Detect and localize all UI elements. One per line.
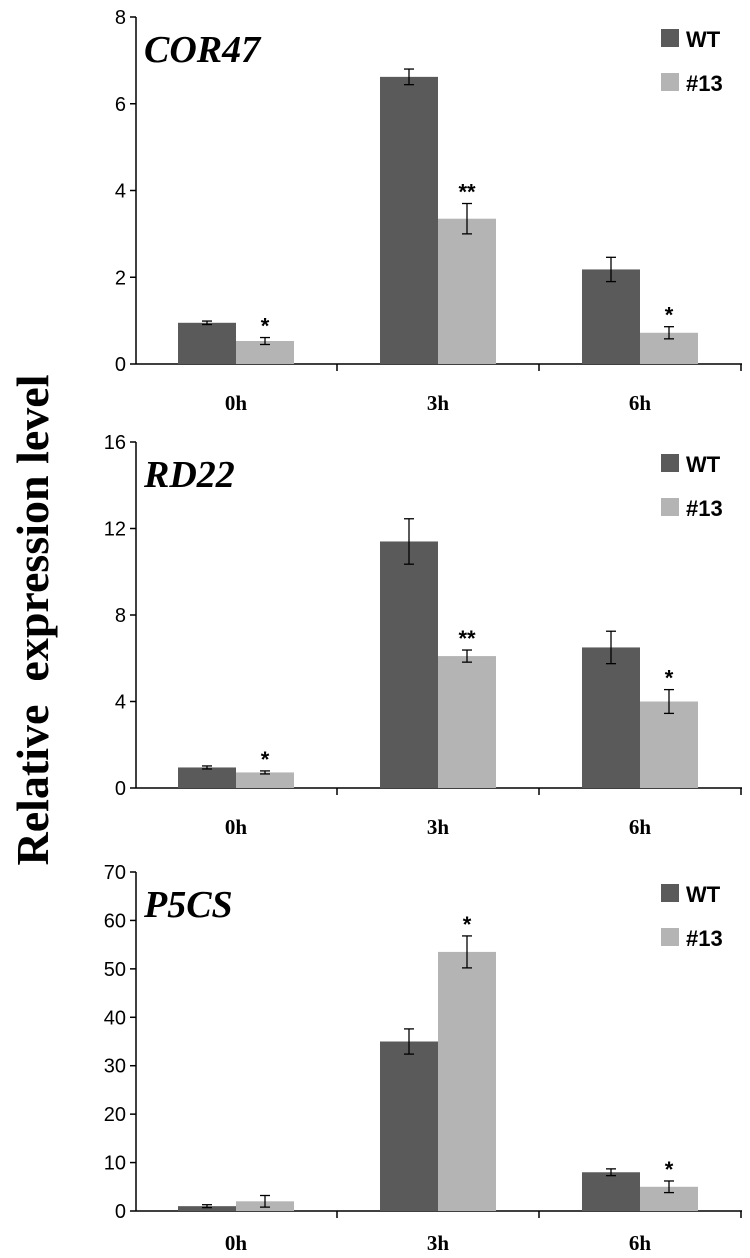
- bar-WT-6h: [582, 647, 640, 788]
- chart-panel-p5cs: 0 10 20 30 40 50 60 70 0h 3h 6h * * P5CS WT #13: [104, 862, 742, 1255]
- panel-title: RD22: [143, 454, 235, 496]
- y-tick-label: 16: [104, 432, 126, 454]
- y-tick-label: 30: [104, 1056, 126, 1078]
- legend-label: #13: [686, 71, 723, 96]
- significance-mark: *: [665, 1157, 674, 1182]
- y-tick-label: 0: [115, 354, 126, 376]
- significance-mark: *: [665, 303, 674, 328]
- y-tick-label: 10: [104, 1153, 126, 1175]
- bar-WT-3h: [380, 1041, 438, 1211]
- category-label: 6h: [629, 391, 652, 415]
- legend-swatch: [661, 454, 679, 472]
- bar-WT-3h: [380, 76, 438, 365]
- y-tick-label: 8: [115, 605, 126, 627]
- bar-WT-0h: [178, 767, 236, 788]
- y-tick-label: 2: [115, 267, 126, 289]
- panel-title: P5CS: [143, 884, 233, 926]
- y-tick-label: 0: [115, 1201, 126, 1223]
- legend-swatch: [661, 29, 679, 47]
- legend-swatch: [661, 73, 679, 91]
- significance-mark: **: [458, 180, 476, 205]
- category-label: 6h: [629, 815, 652, 839]
- y-tick-label: 6: [115, 94, 126, 116]
- legend-swatch: [661, 498, 679, 516]
- y-tick-label: 40: [104, 1007, 126, 1029]
- bar-WT-0h: [178, 322, 236, 364]
- bar-WT-6h: [582, 269, 640, 364]
- bar-line13-6h: [640, 701, 698, 788]
- category-label: 6h: [629, 1231, 652, 1255]
- bar-line13-3h: [438, 218, 496, 364]
- category-label: 0h: [225, 391, 248, 415]
- significance-mark: *: [665, 666, 674, 691]
- category-label: 0h: [225, 1231, 248, 1255]
- panel-title: COR47: [144, 29, 262, 71]
- category-label: 3h: [427, 815, 450, 839]
- y-tick-label: 60: [104, 910, 126, 932]
- bar-WT-6h: [582, 1172, 640, 1211]
- y-tick-label: 8: [115, 7, 126, 29]
- significance-mark: *: [261, 314, 270, 339]
- y-tick-label: 70: [104, 862, 126, 884]
- legend-label: WT: [686, 882, 721, 907]
- bar-line13-3h: [438, 951, 496, 1211]
- legend-label: WT: [686, 27, 721, 52]
- legend-label: WT: [686, 452, 721, 477]
- significance-mark: **: [458, 626, 476, 651]
- category-label: 3h: [427, 391, 450, 415]
- bar-WT-3h: [380, 541, 438, 788]
- y-tick-label: 4: [115, 181, 126, 203]
- y-tick-label: 20: [104, 1104, 126, 1126]
- y-tick-label: 50: [104, 959, 126, 981]
- y-axis-label: Relative expression level: [7, 375, 58, 866]
- y-tick-label: 0: [115, 778, 126, 800]
- bar-WT-0h: [178, 1206, 236, 1211]
- category-label: 3h: [427, 1231, 450, 1255]
- legend-swatch: [661, 928, 679, 946]
- significance-mark: *: [261, 747, 270, 772]
- bar-line13-0h: [236, 341, 294, 364]
- y-tick-label: 4: [115, 692, 126, 714]
- category-label: 0h: [225, 815, 248, 839]
- bar-line13-0h: [236, 772, 294, 788]
- significance-mark: *: [463, 912, 472, 937]
- legend-label: #13: [686, 496, 723, 521]
- legend-label: #13: [686, 926, 723, 951]
- y-tick-label: 12: [104, 519, 126, 541]
- legend-swatch: [661, 884, 679, 902]
- bar-line13-3h: [438, 656, 496, 788]
